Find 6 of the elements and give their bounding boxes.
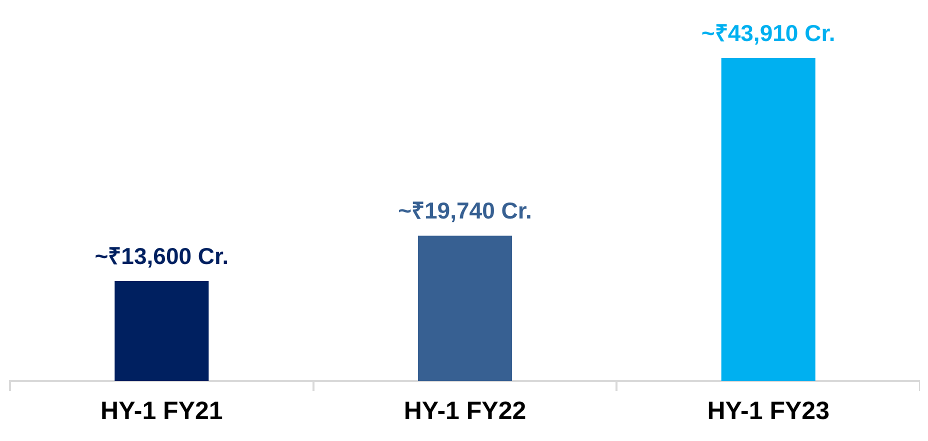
data-label: ~₹13,600 Cr. xyxy=(94,242,229,269)
data-label: ~₹19,740 Cr. xyxy=(398,198,532,224)
x-tick-label: HY-1 FY21 xyxy=(100,396,223,425)
x-tick-label: HY-1 FY22 xyxy=(404,396,526,425)
x-tick-label: HY-1 FY23 xyxy=(707,396,830,425)
data-label: ~₹43,910 Cr. xyxy=(701,20,836,46)
